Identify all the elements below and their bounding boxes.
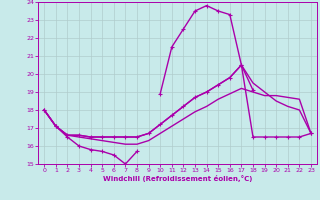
- X-axis label: Windchill (Refroidissement éolien,°C): Windchill (Refroidissement éolien,°C): [103, 175, 252, 182]
